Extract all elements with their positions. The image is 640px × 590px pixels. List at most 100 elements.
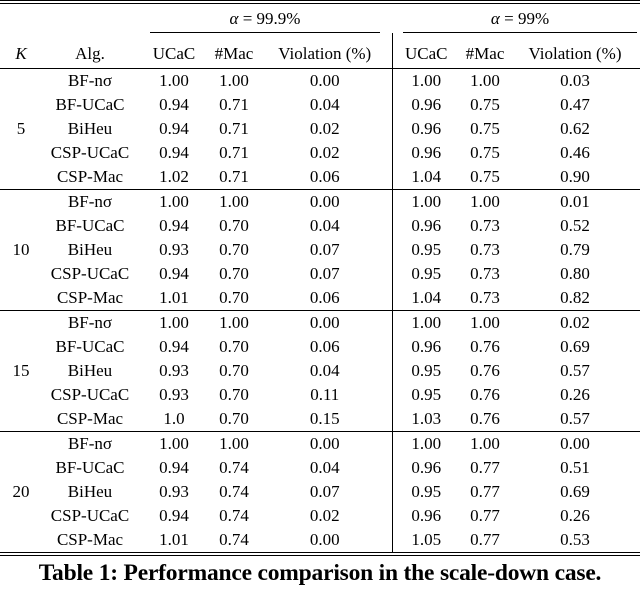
violation-99-value: 0.57: [560, 361, 590, 380]
ucac-99-value: 1.03: [391, 407, 461, 432]
mac-99-value: 0.77: [470, 482, 500, 501]
ucac-999-value: 0.94: [159, 458, 189, 477]
ucac-99-value: 0.95: [391, 262, 461, 286]
ucac-999-value: 1.01: [159, 530, 189, 549]
ucac-99-value: 0.95: [391, 359, 461, 383]
alg-label: BF-UCaC: [55, 458, 125, 477]
alpha-symbol: α: [229, 9, 239, 28]
span-header-spacer: [0, 4, 138, 33]
violation-999-value: 0.00: [258, 310, 393, 335]
performance-table: α = 99.9% α = 99% K Alg. UCaC #Mac Viola…: [0, 4, 640, 552]
violation-99-value: 0.02: [510, 310, 640, 335]
violation-99-value: 0.26: [560, 506, 590, 525]
ucac-99-value: 0.96: [391, 117, 461, 141]
mac-999-value: 0.71: [219, 119, 249, 138]
violation-99-value: 0.69: [560, 337, 590, 356]
table-row: BiHeu 0.93 0.70 0.04 0.95 0.76 0.57: [0, 359, 640, 383]
mac-99-value: 0.75: [470, 119, 500, 138]
col-header-mac-999: #Mac: [210, 33, 258, 69]
table-row: BF-UCaC 0.94 0.74 0.04 0.96 0.77 0.51: [0, 456, 640, 480]
col-header-k: K: [0, 33, 42, 69]
ucac-99-value: 1.00: [391, 189, 461, 214]
alg-label: CSP-Mac: [56, 288, 124, 307]
violation-99-value: 0.01: [510, 189, 640, 214]
violation-99-value: 0.53: [560, 530, 590, 549]
mac-99-value: 1.00: [460, 310, 511, 335]
mac-99-value: 0.73: [470, 240, 500, 259]
violation-99-value: 0.62: [560, 119, 590, 138]
ucac-99-value: 1.05: [391, 528, 461, 552]
violation-999-value: 0.06: [309, 337, 340, 356]
alg-label: BF-nσ: [42, 431, 138, 456]
violation-999-value: 0.00: [258, 431, 393, 456]
table-header: α = 99.9% α = 99% K Alg. UCaC #Mac Viola…: [0, 4, 640, 69]
col-header-ucac-999: UCaC: [138, 33, 210, 69]
table-caption: Table 1: Performance comparison in the s…: [38, 560, 602, 586]
ucac-99-value: 0.95: [391, 383, 461, 407]
ucac-999-value: 0.94: [159, 143, 189, 162]
violation-99-value: 0.46: [560, 143, 590, 162]
ucac-999-value: 0.94: [159, 264, 189, 283]
violation-999-value: 0.04: [309, 458, 340, 477]
table-row: BF-UCaC 0.94 0.70 0.04 0.96 0.73 0.52: [0, 214, 640, 238]
violation-99-value: 0.69: [560, 482, 590, 501]
mac-999-value: 0.74: [219, 506, 249, 525]
ucac-999-value: 0.93: [159, 361, 189, 380]
ucac-99-value: 0.95: [391, 480, 461, 504]
violation-99-value: 0.57: [560, 409, 590, 428]
mac-99-value: 0.73: [470, 264, 500, 283]
k-group-10: 10 BF-nσ 1.00 1.00 0.00 1.00 1.00 0.01 B…: [0, 189, 640, 311]
mac-999-value: 0.70: [219, 337, 249, 356]
alpha-value: = 99.9%: [238, 9, 301, 28]
mac-999-value: 1.00: [210, 431, 258, 456]
violation-99-value: 0.00: [510, 431, 640, 456]
ucac-99-value: 0.96: [391, 456, 461, 480]
k-group-15: 15 BF-nσ 1.00 1.00 0.00 1.00 1.00 0.02 B…: [0, 310, 640, 432]
col-header-violation-99: Violation (%): [510, 33, 640, 69]
alg-label: BF-UCaC: [55, 337, 125, 356]
alg-label: BF-UCaC: [55, 216, 125, 235]
k-value: 5: [16, 119, 26, 138]
violation-999-value: 0.02: [309, 143, 340, 162]
table-row: CSP-UCaC 0.94 0.70 0.07 0.95 0.73 0.80: [0, 262, 640, 286]
col-header-alg: Alg.: [42, 33, 138, 69]
violation-999-value: 0.07: [309, 264, 340, 283]
mac-999-value: 0.74: [219, 482, 249, 501]
violation-99-value: 0.82: [560, 288, 590, 307]
violation-999-value: 0.04: [309, 95, 340, 114]
alpha-symbol: α: [490, 9, 500, 28]
ucac-999-value: 0.93: [159, 240, 189, 259]
mac-99-value: 0.75: [470, 167, 500, 186]
violation-99-value: 0.52: [560, 216, 590, 235]
mac-999-value: 0.71: [219, 143, 249, 162]
violation-999-value: 0.11: [310, 385, 340, 404]
span-header-alpha-99: α = 99%: [392, 4, 640, 33]
alg-label: BF-UCaC: [55, 95, 125, 114]
ucac-999-value: 1.02: [159, 167, 189, 186]
ucac-99-value: 1.04: [391, 165, 461, 190]
k-value: 15: [0, 310, 42, 432]
mac-999-value: 0.74: [219, 458, 249, 477]
mac-999-value: 0.74: [219, 530, 249, 549]
table-row: BiHeu 0.93 0.74 0.07 0.95 0.77 0.69: [0, 480, 640, 504]
table-row: CSP-Mac 1.01 0.70 0.06 1.04 0.73 0.82: [0, 286, 640, 311]
span-header-alpha-999: α = 99.9%: [138, 4, 392, 33]
violation-999-value: 0.15: [309, 409, 340, 428]
violation-99-value: 0.51: [560, 458, 590, 477]
mac-999-value: 0.71: [219, 167, 249, 186]
mac-999-value: 1.00: [219, 71, 249, 90]
violation-99-value: 0.90: [560, 167, 590, 186]
ucac-999-value: 0.93: [159, 385, 189, 404]
alpha-value: = 99%: [499, 9, 550, 28]
table-row: CSP-Mac 1.02 0.71 0.06 1.04 0.75 0.90: [0, 165, 640, 190]
ucac-999-value: 1.01: [159, 288, 189, 307]
ucac-999-value: 0.94: [159, 95, 189, 114]
mac-99-value: 0.76: [470, 337, 500, 356]
mac-999-value: 0.70: [219, 385, 249, 404]
violation-999-value: 0.04: [309, 361, 340, 380]
top-double-rule: [0, 0, 640, 4]
table-row: CSP-Mac 1.01 0.74 0.00 1.05 0.77 0.53: [0, 528, 640, 552]
violation-99-value: 0.03: [560, 71, 590, 90]
violation-999-value: 0.00: [258, 189, 393, 214]
